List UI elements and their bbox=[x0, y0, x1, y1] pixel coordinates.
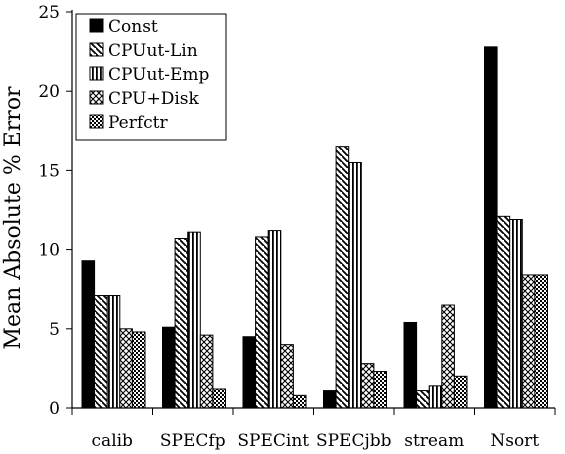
legend-label: Perfctr bbox=[108, 113, 169, 133]
bar-CPUut-Emp-SPECfp bbox=[187, 231, 201, 409]
legend-label: CPUut-Lin bbox=[108, 41, 198, 61]
bar-Const-SPECfp bbox=[162, 326, 176, 409]
bar-group-stream bbox=[403, 304, 468, 409]
bar-groups bbox=[81, 46, 549, 409]
x-tick-label: SPECjbb bbox=[316, 431, 392, 451]
bar-Const-SPECint bbox=[242, 336, 257, 409]
bar-CPUut-Emp-SPECjbb bbox=[348, 161, 362, 409]
axes bbox=[71, 10, 556, 415]
bar-CPUut-Emp-SPECint bbox=[267, 230, 282, 409]
legend-swatch-CPUut-Lin bbox=[89, 42, 104, 57]
bar-CPU+Disk-SPECfp bbox=[199, 334, 214, 409]
bar-group-SPECfp bbox=[162, 231, 226, 409]
y-axis-ticks: 0 5 10 15 20 25 bbox=[38, 3, 72, 419]
bar-Perfctr-SPECfp bbox=[212, 388, 226, 409]
bar-CPU+Disk-SPECint bbox=[280, 344, 294, 409]
bar-Perfctr-calib bbox=[131, 331, 146, 409]
bar-Perfctr-Nsort bbox=[534, 274, 549, 409]
y-tick-label: 25 bbox=[38, 3, 60, 23]
category-labels: calib SPECfp SPECint SPECjbb stream Nsort bbox=[92, 431, 540, 451]
bar-Perfctr-stream bbox=[453, 375, 468, 409]
bar-group-SPECint bbox=[242, 230, 307, 409]
bar-CPUut-Lin-calib bbox=[94, 295, 108, 409]
bar-Const-Nsort bbox=[484, 46, 498, 409]
bar-CPU+Disk-calib bbox=[119, 328, 133, 409]
x-tick-label: Nsort bbox=[490, 431, 539, 451]
y-tick-label: 0 bbox=[49, 399, 60, 419]
bar-group-SPECjbb bbox=[323, 146, 387, 409]
bar-group-calib bbox=[81, 260, 146, 409]
bar-CPUut-Lin-stream bbox=[416, 390, 430, 409]
bar-CPU+Disk-Nsort bbox=[521, 274, 536, 409]
legend: Const CPUut-Lin CPUut-Emp CPU+Disk Perfctr bbox=[75, 13, 227, 141]
legend-swatch-Perfctr bbox=[89, 114, 104, 129]
y-tick-label: 5 bbox=[49, 320, 60, 340]
bar-CPUut-Lin-Nsort bbox=[496, 215, 511, 409]
bar-Const-stream bbox=[403, 321, 418, 409]
bar-CPUut-Lin-SPECint bbox=[255, 236, 269, 409]
x-tick-label: calib bbox=[92, 431, 134, 451]
y-tick-label: 10 bbox=[38, 241, 60, 261]
bar-Const-SPECjbb bbox=[323, 390, 337, 409]
bar-group-Nsort bbox=[484, 46, 549, 409]
x-tick-label: stream bbox=[404, 431, 464, 451]
legend-label: CPU+Disk bbox=[108, 89, 200, 109]
y-tick-label: 20 bbox=[38, 82, 60, 102]
bar-CPUut-Lin-SPECfp bbox=[174, 238, 189, 409]
y-tick-label: 15 bbox=[38, 161, 60, 181]
bar-CPU+Disk-SPECjbb bbox=[360, 363, 375, 409]
bar-CPUut-Lin-SPECjbb bbox=[335, 146, 350, 409]
bar-Const-calib bbox=[81, 260, 96, 409]
bar-CPUut-Emp-calib bbox=[106, 295, 121, 409]
bar-CPUut-Emp-Nsort bbox=[509, 219, 523, 409]
legend-swatch-CPUut-Emp bbox=[89, 66, 104, 81]
bar-Perfctr-SPECint bbox=[292, 394, 307, 409]
legend-label: CPUut-Emp bbox=[108, 65, 210, 85]
bar-CPU+Disk-stream bbox=[441, 304, 455, 409]
bar-CPUut-Emp-stream bbox=[428, 385, 443, 409]
legend-label: Const bbox=[108, 17, 158, 37]
legend-swatch-CPU+Disk bbox=[89, 90, 104, 105]
x-tick-label: SPECint bbox=[237, 431, 309, 451]
x-tick-label: SPECfp bbox=[160, 431, 226, 451]
legend-swatch-Const bbox=[89, 18, 104, 33]
y-axis-title: Mean Absolute % Error bbox=[1, 86, 26, 350]
bar-Perfctr-SPECjbb bbox=[373, 371, 387, 409]
